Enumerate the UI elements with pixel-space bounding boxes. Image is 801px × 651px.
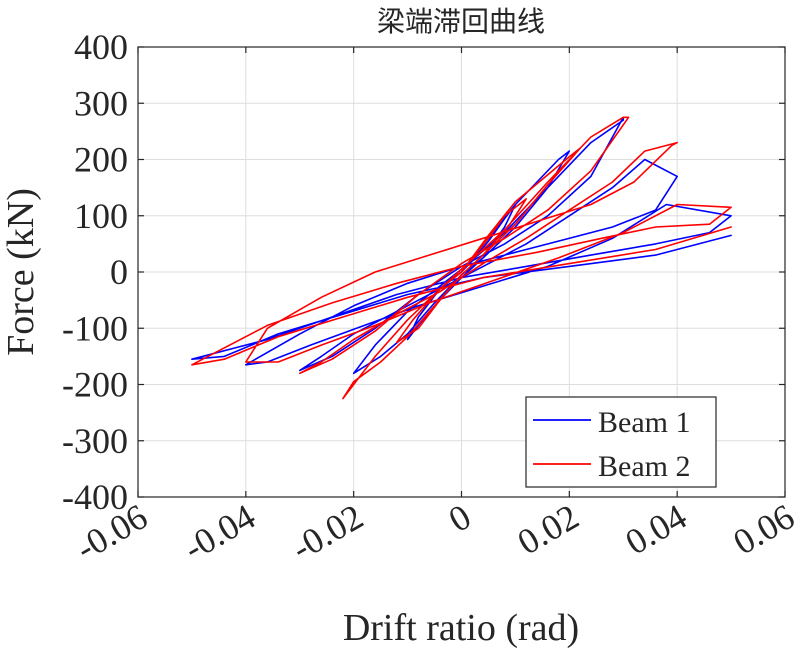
y-tick-label: -400	[62, 477, 128, 517]
y-tick-label: 200	[74, 140, 128, 180]
chart-title: 梁端滞回曲线	[377, 5, 545, 38]
legend-label-beam-2: Beam 2	[598, 450, 690, 483]
legend-box	[525, 396, 717, 488]
y-tick-label: 100	[74, 196, 128, 236]
series-line-beam-2	[191, 116, 732, 400]
legend-label-beam-1: Beam 1	[598, 406, 690, 439]
series-layer	[191, 116, 732, 400]
series-line-beam-1	[191, 116, 732, 375]
y-tick-label: 300	[74, 83, 128, 123]
y-tick-label: 0	[110, 252, 128, 292]
x-axis-title: Drift ratio (rad)	[343, 607, 579, 649]
y-tick-label: 400	[74, 27, 128, 67]
y-tick-label: -200	[62, 365, 128, 405]
y-tick-label: -300	[62, 421, 128, 461]
legend: Beam 1 Beam 2	[525, 396, 717, 488]
tick-marks	[137, 46, 786, 498]
y-tick-label: -100	[62, 308, 128, 348]
y-axis-title: Force (kN)	[0, 188, 42, 356]
